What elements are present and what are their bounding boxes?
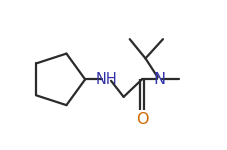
Text: O: O	[135, 112, 148, 127]
Text: NH: NH	[95, 72, 116, 87]
Text: N: N	[153, 72, 165, 87]
